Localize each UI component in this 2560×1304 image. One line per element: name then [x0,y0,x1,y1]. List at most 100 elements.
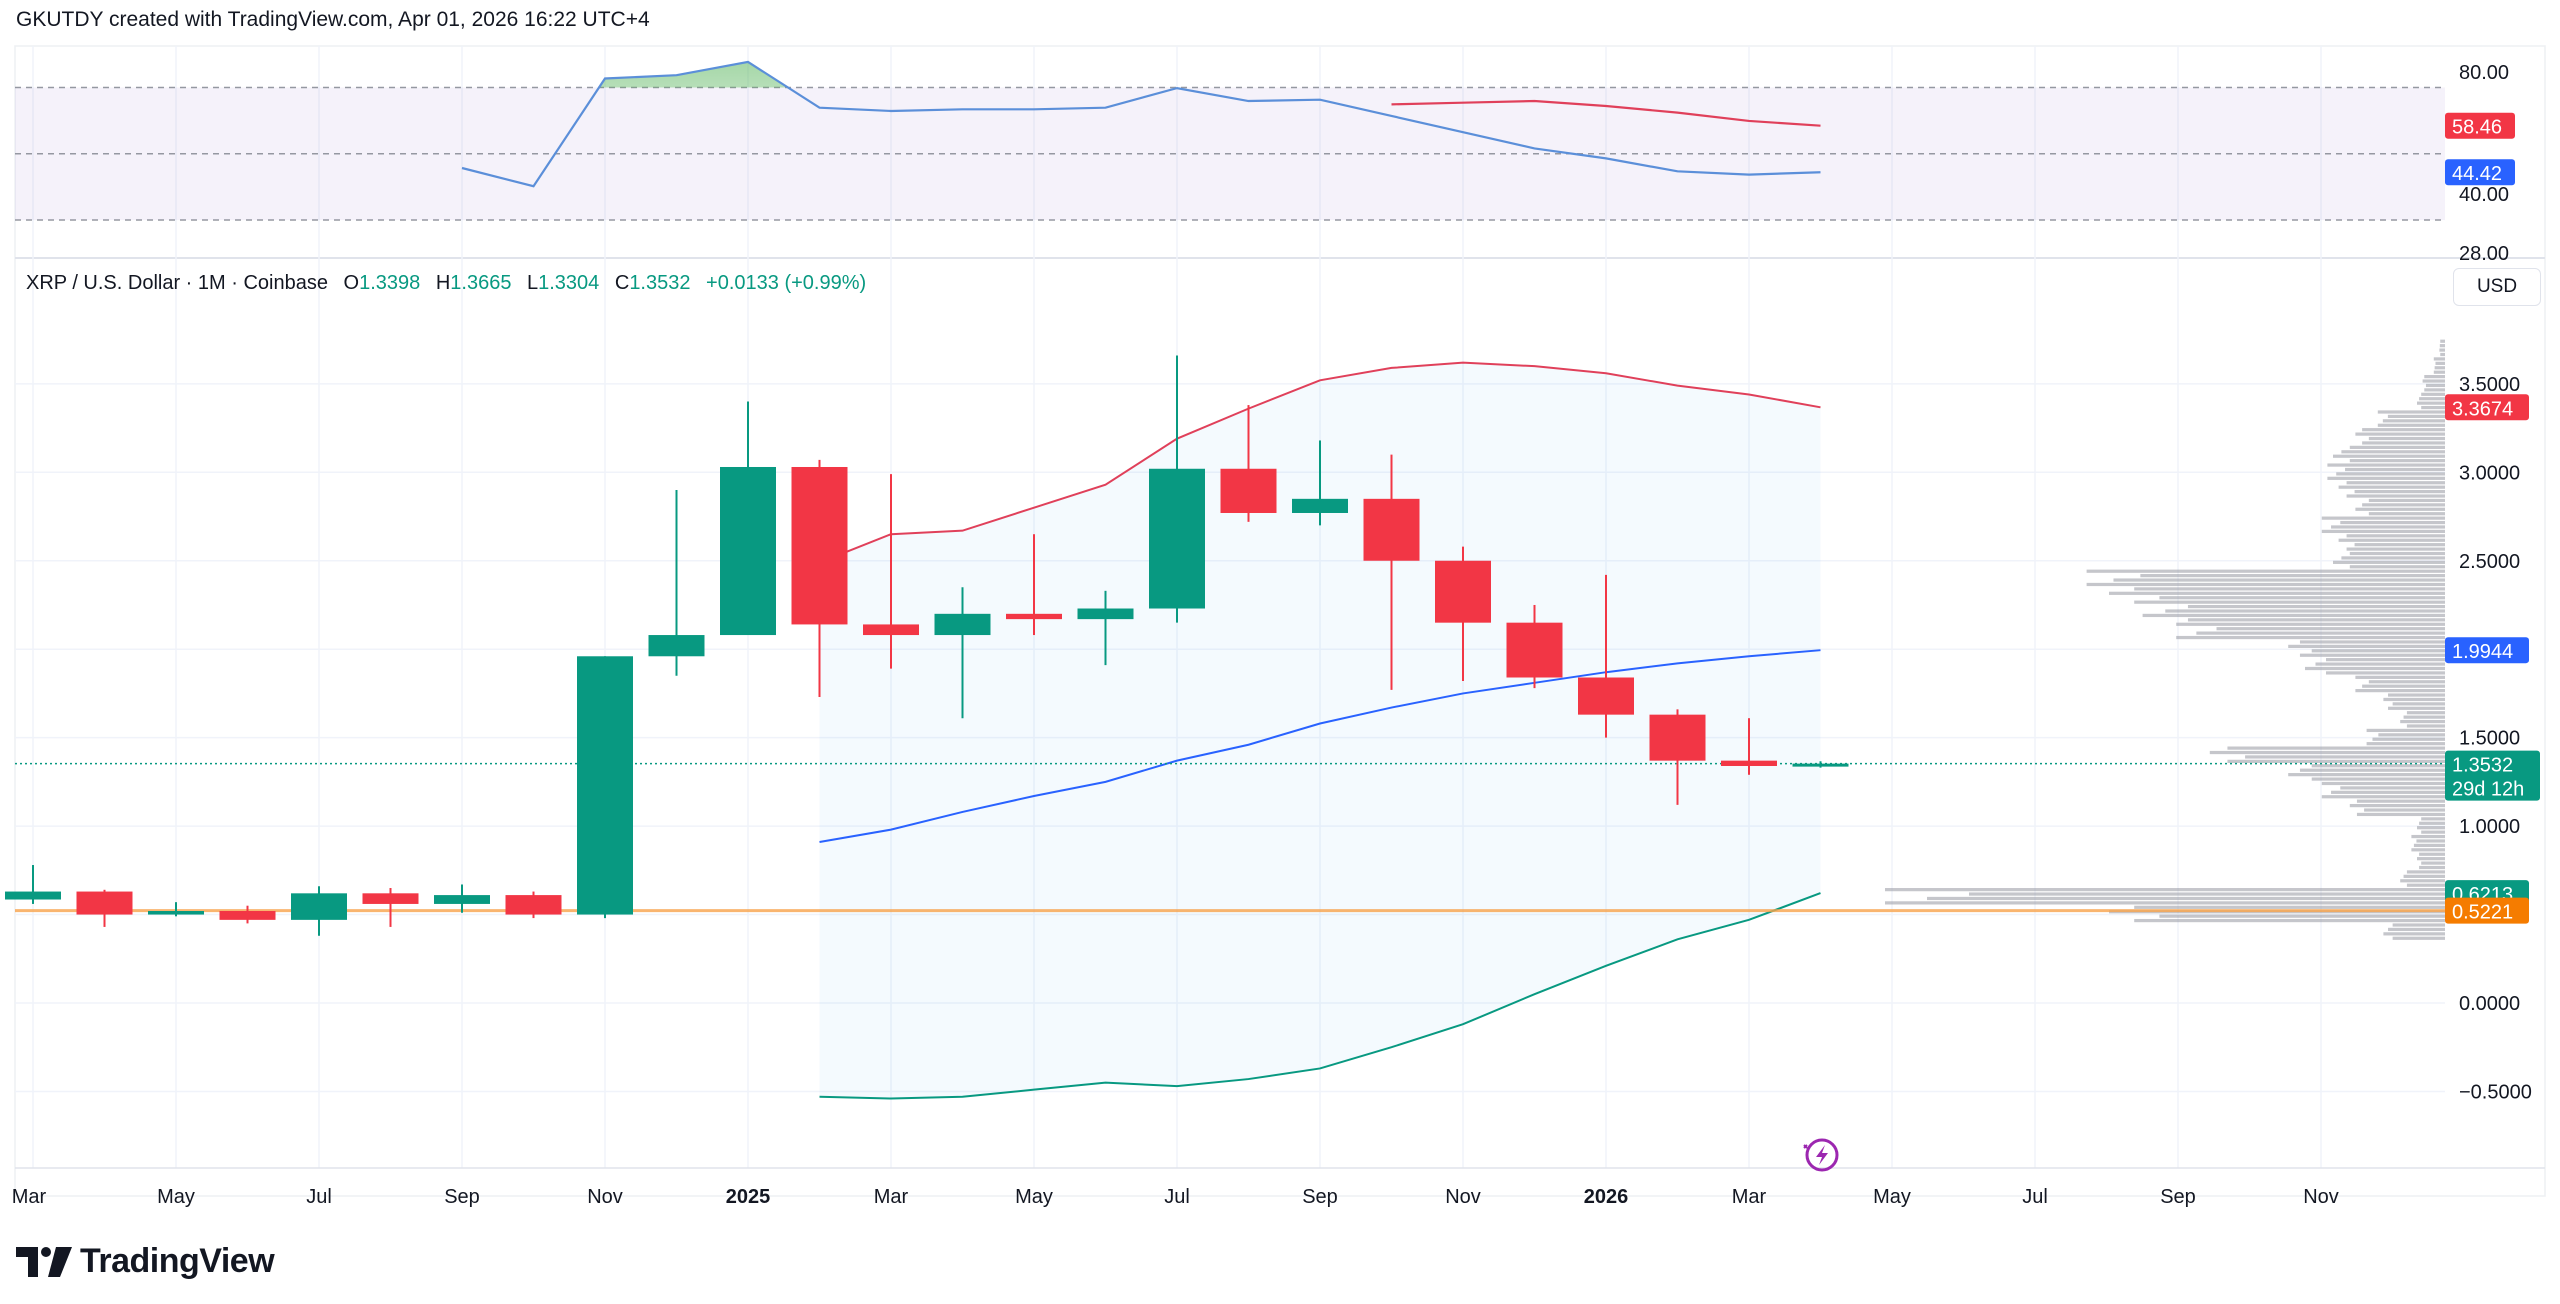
rsi-value-label: 44.42 [2452,163,2502,185]
volume-profile-bar [2354,489,2445,494]
volume-profile-bar [2388,693,2445,697]
price-axis-tick: 3.5000 [2459,374,2520,396]
price-axis-tick: −0.5000 [2459,1081,2532,1103]
volume-profile-bar [2340,786,2445,790]
volume-profile-bar [2424,388,2445,392]
volume-profile-bar [2419,397,2445,401]
time-axis-tick: Sep [1302,1186,1338,1208]
volume-profile-bar [2368,680,2445,684]
rsi-value-tag [2445,159,2515,186]
open-label: O [343,272,360,294]
time-axis-tick: Sep [444,1186,480,1208]
volume-profile-bar [2403,874,2445,878]
candle-body [1721,760,1777,766]
volume-profile-bar [2299,640,2445,644]
volume-profile-bar [2366,742,2445,746]
volume-profile-bar [2355,432,2445,436]
volume-profile-bar [2311,649,2445,653]
candle-body [1006,613,1062,620]
symbol-legend: XRP / U.S. Dollar · 1M · Coinbase O1.339… [26,272,866,295]
candle [1792,761,1849,768]
volume-profile-bar [2159,596,2445,600]
volume-profile-bar [2338,538,2445,542]
volume-profile-bar [2333,560,2445,564]
volume-profile-bar [2288,644,2445,648]
high-label: H [435,272,451,294]
volume-profile-bar [2416,839,2445,843]
volume-profile-bar [2392,702,2445,706]
candle-body [1506,622,1563,678]
volume-profile-bar [2368,498,2445,503]
candle-body [148,911,204,915]
volume-profile-bar [2245,755,2445,759]
bb_basis-price-label: 1.9944 [2452,641,2513,663]
volume-profile-bar [2341,450,2445,454]
candle [720,401,776,636]
volume-profile-bar [2176,635,2445,640]
time-axis-tick: 2026 [1584,1186,1629,1208]
volume-profile-bar [2134,905,2445,909]
tradingview-logo[interactable]: TradingView [16,1242,275,1281]
volume-profile-bar [2439,348,2445,352]
volume-profile-bar [2176,622,2445,626]
volume-profile-bar [2377,410,2445,414]
volume-profile-bar [2362,428,2445,432]
candle [1506,604,1563,689]
volume-profile-bar [2346,534,2445,538]
currency-button[interactable]: USD [2453,268,2541,306]
price-pane [5,339,2445,1100]
volume-profile-bar [2196,631,2445,635]
volume-profile-bar [2421,392,2445,396]
volume-profile-bar [2321,795,2445,799]
volume-profile-bar [2349,565,2445,569]
volume-profile-bar [2362,684,2445,688]
volume-profile-bar [2356,812,2445,817]
rsi_ma-value-label: 58.46 [2452,117,2502,139]
volume-profile-bar [2327,463,2445,467]
volume-profile-bar [2440,352,2445,357]
volume-profile-bar [2440,339,2445,343]
candle-body [1220,468,1277,513]
price-axis-tick: 1.0000 [2459,816,2520,838]
volume-profile-bar [2400,719,2445,724]
volume-profile-bar [2086,569,2445,573]
volume-profile-bar [2209,750,2445,755]
candle [362,888,419,927]
volume-profile-bar [2311,777,2445,781]
volume-profile-bar [2406,870,2445,874]
hline-price-tag [2445,897,2529,924]
candle-body [1578,677,1634,715]
volume-profile-bar [2346,494,2445,498]
volume-profile-bar [2187,604,2445,609]
candle [863,474,919,669]
volume-profile-bar [2362,441,2445,445]
candle [1435,546,1491,682]
volume-profile-bar [1885,901,2445,905]
hline-price-label: 0.5221 [2452,902,2513,924]
volume-profile-bar [2142,613,2445,618]
candle [1077,590,1134,666]
lightning-icon[interactable] [1803,1138,1839,1172]
open-value: 1.3398 [359,272,421,294]
symbol-name[interactable]: XRP / U.S. Dollar · 1M · Coinbase [26,272,328,294]
candle [1292,440,1348,526]
candle-body [1649,714,1706,761]
volume-profile-bar [2333,454,2445,458]
volume-profile-bar [2383,932,2445,936]
candle [648,489,705,676]
time-axis-tick: Nov [587,1186,623,1208]
candle-body [720,466,776,636]
volume-profile-bar [2315,662,2445,666]
volume-profile-bar [2288,773,2445,777]
close-value: 1.3532 [629,272,691,294]
volume-profile-bar [2439,344,2445,348]
volume-profile-bar [2388,706,2445,710]
time-axis-tick: May [157,1186,195,1208]
volume-profile-bar [2406,883,2445,887]
volume-profile-bar [2305,666,2445,671]
volume-profile-bar [2134,600,2445,604]
time-axis-tick: Mar [874,1186,909,1208]
volume-profile-bar [2417,401,2445,405]
countdown-label: 29d 12h [2452,779,2524,801]
